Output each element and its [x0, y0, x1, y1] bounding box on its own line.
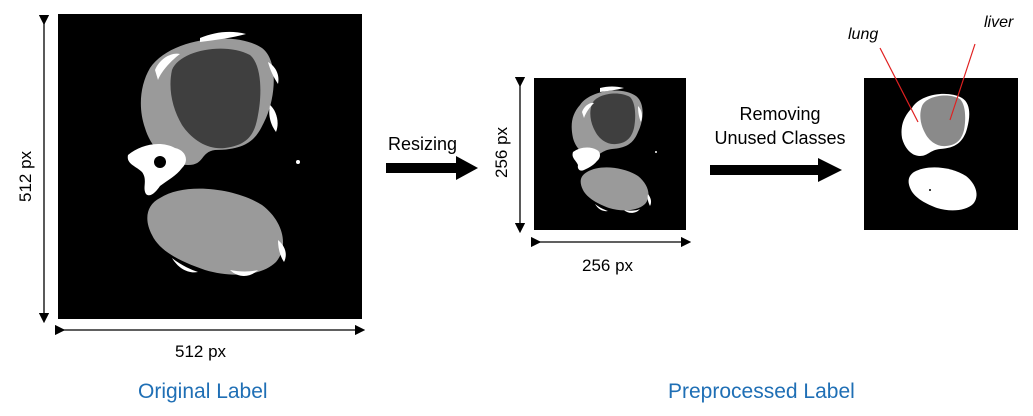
liver-annotation-line	[949, 43, 976, 121]
resized-width-label: 256 px	[582, 256, 634, 275]
liver-annotation-label: liver	[984, 14, 1014, 31]
resizing-step-label: Resizing	[388, 134, 458, 154]
original-width-label: 512 px	[175, 342, 227, 361]
resized-height-label: 256 px	[492, 126, 511, 178]
preprocessed-label-caption: Preprocessed Label	[668, 380, 855, 403]
original-label-caption: Original Label	[138, 380, 268, 403]
preprocessed-label-image	[864, 78, 1018, 230]
resized-segmentation	[571, 86, 657, 213]
lung-annotation-label: lung	[848, 26, 879, 43]
removing-classes-step-label: Removing Unused Classes	[702, 102, 858, 150]
removing-line-1: Removing	[739, 104, 821, 124]
resized-label-image	[534, 78, 686, 230]
original-height-label: 512 px	[16, 150, 35, 202]
resizing-arrow	[386, 156, 478, 180]
removing-line-2: Unused Classes	[714, 128, 846, 148]
removing-classes-arrow	[710, 158, 842, 182]
original-label-image	[58, 14, 362, 319]
original-segmentation	[127, 31, 300, 276]
lung-annotation-line	[879, 47, 919, 123]
